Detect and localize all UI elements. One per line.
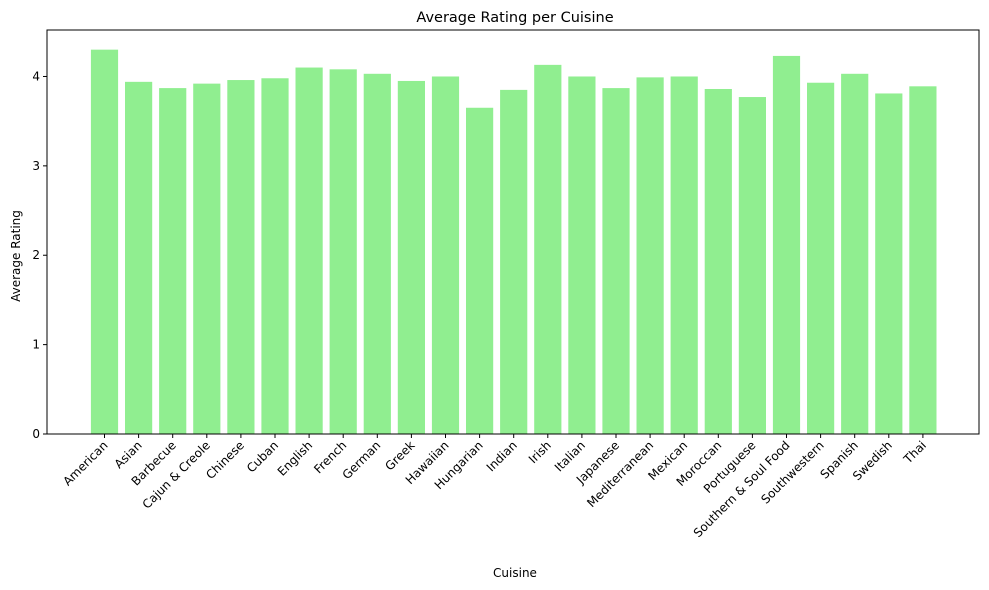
bars-group [90, 49, 937, 435]
bar-irish [534, 64, 562, 435]
x-tick-label: German [340, 438, 384, 482]
bar-cajun-creole [193, 83, 221, 434]
bar-italian [568, 76, 596, 434]
bar-spanish [841, 73, 869, 435]
bar-indian [500, 89, 528, 434]
y-tick-label: 3 [32, 159, 40, 173]
x-tick-label: Irish [526, 438, 554, 466]
y-tick-label: 4 [32, 69, 40, 83]
x-tick-label: American [60, 438, 110, 488]
bar-american [90, 49, 119, 434]
bar-barbecue [159, 88, 187, 434]
x-axis-label: Cuisine [493, 566, 537, 580]
bar-japanese [602, 88, 630, 434]
y-axis-label: Average Rating [9, 210, 23, 302]
x-tick-label: Chinese [203, 438, 247, 482]
x-tick-label: Indian [484, 438, 520, 474]
y-axis-ticks: 0 1 2 3 4 [32, 69, 47, 441]
plot-frame [46, 29, 980, 435]
bar-hungarian [466, 107, 494, 434]
y-tick-label: 0 [32, 427, 40, 441]
chart-title: Average Rating per Cuisine [416, 10, 613, 26]
bar-moroccan [704, 88, 732, 435]
bar-french [329, 69, 357, 434]
bar-greek [397, 80, 425, 434]
x-tick-label: Thai [900, 438, 929, 467]
bar-southwestern [807, 82, 835, 434]
bar-chinese [227, 80, 255, 435]
bar-swedish [875, 93, 903, 435]
bar-portuguese [738, 97, 766, 434]
bar-thai [909, 86, 937, 434]
y-tick-label: 1 [32, 338, 40, 352]
bar-mediterranean [636, 77, 664, 435]
bar-southern-soul-food [772, 55, 801, 435]
bar-mexican [670, 76, 698, 434]
bar-asian [125, 81, 153, 434]
bar-german [363, 73, 391, 435]
bar-hawaiian [431, 76, 460, 434]
bar-cuban [261, 78, 289, 435]
bar-english [295, 67, 323, 434]
x-tick-label: English [275, 438, 316, 479]
x-tick-label: Southwestern [758, 438, 826, 506]
y-tick-label: 2 [32, 248, 40, 262]
